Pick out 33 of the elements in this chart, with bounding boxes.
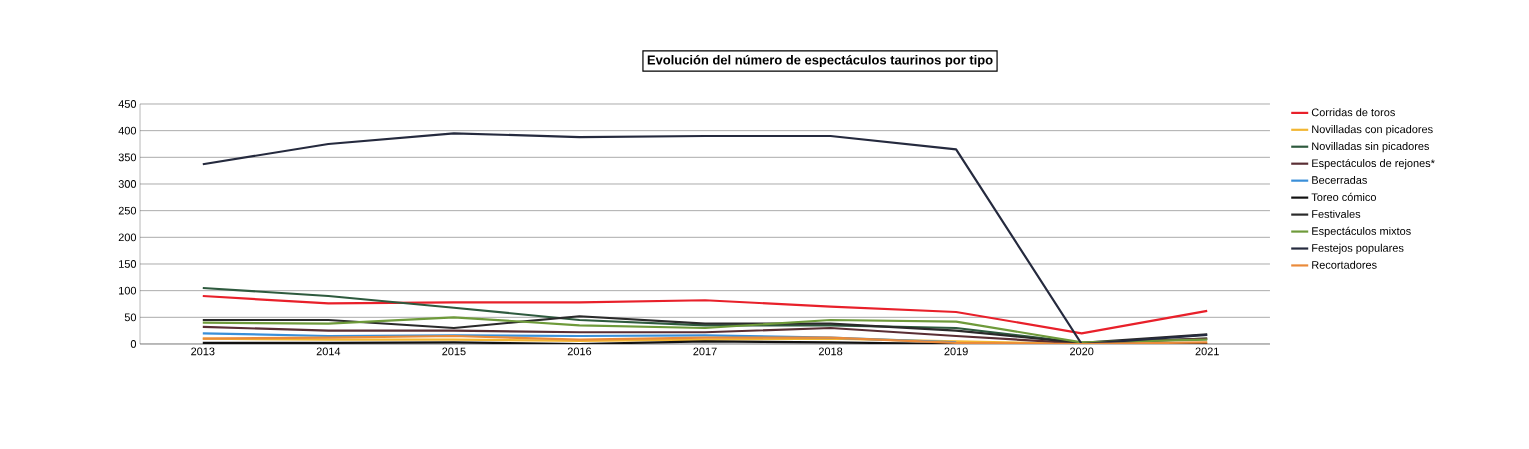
- x-tick-label: 2020: [1070, 347, 1094, 356]
- y-tick-label: 250: [118, 206, 137, 215]
- legend-label: Festivales: [1312, 209, 1361, 218]
- line-series: [201, 294, 1209, 335]
- legend-label: Toreo cómico: [1311, 192, 1376, 202]
- legend-label: Becerradas: [1312, 175, 1367, 184]
- x-tick-label: 2016: [567, 347, 592, 356]
- y-tick-label: 150: [119, 260, 137, 268]
- x-tick-label: 2021: [1195, 347, 1219, 356]
- line-series: [201, 132, 1209, 344]
- legend-label: Festejos populares: [1312, 243, 1404, 255]
- x-tick-label: 2017: [693, 347, 717, 356]
- x-tick-label: 2015: [442, 347, 466, 356]
- chart-title: Evolución del número de espectáculos taurinos por tipo: [647, 54, 993, 68]
- y-tick-label: 450: [118, 100, 137, 108]
- x-tick-label: 2014: [316, 347, 341, 356]
- x-tick-label: 2013: [191, 347, 215, 356]
- y-tick-label: 300: [118, 180, 137, 188]
- legend-label: Recortadores: [1312, 260, 1377, 269]
- legend-label: Novilladas sin picadores: [1312, 141, 1430, 153]
- line-series: [201, 325, 1209, 344]
- x-tick-label: 2019: [944, 347, 968, 356]
- y-tick-label: 200: [118, 233, 137, 242]
- x-tick-label: 2018: [818, 347, 843, 356]
- legend-label: Espectáculos de rejones*: [1312, 158, 1435, 170]
- y-tick-label: 350: [118, 153, 137, 162]
- legend-label: Novilladas con picadores: [1312, 125, 1433, 136]
- y-tick-label: 50: [124, 313, 137, 322]
- y-tick-label: 400: [118, 126, 137, 135]
- legend-label: Espectáculos mixtos: [1312, 226, 1411, 238]
- y-tick-label: 100: [119, 286, 137, 295]
- y-tick-label: 0: [130, 340, 137, 348]
- legend-label: Corridas de toros: [1311, 108, 1395, 117]
